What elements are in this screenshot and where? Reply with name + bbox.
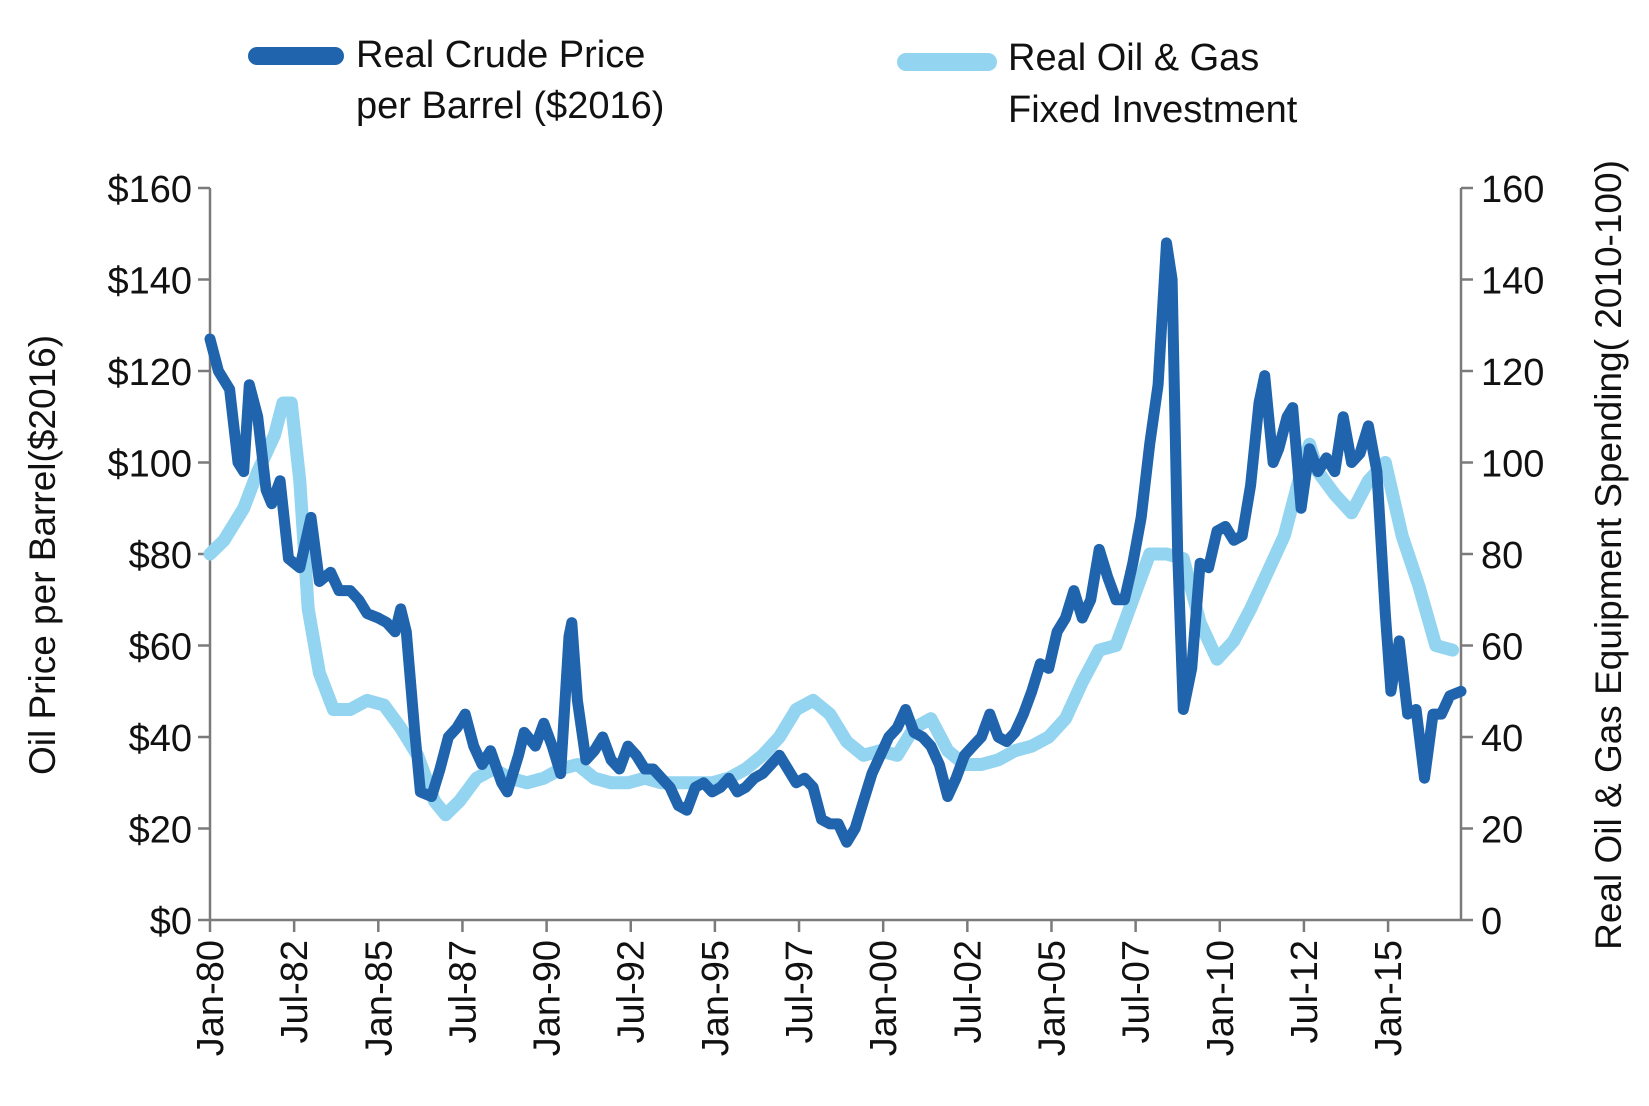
legend: Real Crude Price per Barrel ($2016) Real… [248, 34, 1298, 131]
x-axis: Jan-80 Jul-82 Jan-85 Jul-87 Jan-90 Jul-92 Jan-… [190, 918, 1461, 1056]
y-right-tick-label: 100 [1481, 444, 1544, 486]
x-tick-label: Jan-10 [1200, 940, 1242, 1056]
x-tick-label: Jul-07 [1116, 940, 1158, 1044]
x-tick-label: Jan-95 [695, 940, 737, 1056]
y-left-tick-label: $120 [107, 352, 192, 394]
y-axis-left: $0 $20 $40 $60 $80 $100 $120 $140 $160 [107, 169, 212, 943]
y-right-tick-label: 60 [1481, 627, 1523, 669]
y-left-tick-label: $20 [129, 810, 192, 852]
y-left-tick-label: $100 [107, 444, 192, 486]
y-right-tick-label: 140 [1481, 261, 1544, 303]
y-right-tick-label: 80 [1481, 535, 1523, 577]
y-right-tick-label: 20 [1481, 810, 1523, 852]
legend-label-fixed-investment-line1: Real Oil & Gas [1008, 37, 1259, 79]
x-tick-label: Jan-90 [527, 940, 569, 1056]
series-line-crude-price [204, 237, 1467, 848]
x-tick-label: Jan-15 [1368, 940, 1410, 1056]
x-tick-label: Jul-82 [274, 940, 316, 1044]
y-axis-right: 0 20 40 60 80 100 120 140 160 [1459, 169, 1544, 943]
x-tick-label: Jan-85 [358, 940, 400, 1056]
y-right-tick-label: 120 [1481, 352, 1544, 394]
x-tick-label: Jul-87 [442, 940, 484, 1044]
y-left-tick-label: $160 [107, 169, 192, 211]
legend-item-crude-price[interactable]: Real Crude Price per Barrel ($2016) [248, 34, 664, 127]
series-line-fixed-investment [203, 396, 1460, 822]
legend-label-fixed-investment-line2: Fixed Investment [1008, 89, 1298, 131]
x-tick-label: Jul-92 [611, 940, 653, 1044]
y-axis-left-title: Oil Price per Barrel($2016) [22, 335, 63, 775]
y-axis-right-title: Real Oil & Gas Equipment Spending( 2010-… [1588, 160, 1629, 950]
x-tick-label: Jan-05 [1031, 940, 1073, 1056]
x-tick-label: Jul-97 [779, 940, 821, 1044]
y-left-tick-label: $40 [129, 718, 192, 760]
y-left-tick-label: $140 [107, 261, 192, 303]
y-left-tick-label: $80 [129, 535, 192, 577]
legend-label-crude-price-line1: Real Crude Price [356, 34, 645, 76]
x-tick-label: Jul-02 [947, 940, 989, 1044]
y-right-tick-label: 0 [1481, 901, 1502, 943]
legend-label-crude-price-line2: per Barrel ($2016) [356, 85, 664, 127]
y-right-tick-label: 40 [1481, 718, 1523, 760]
y-right-tick-label: 160 [1481, 169, 1544, 211]
y-left-tick-label: $0 [150, 901, 192, 943]
x-tick-label: Jul-12 [1284, 940, 1326, 1044]
plot-area [203, 237, 1467, 848]
x-tick-label: Jan-00 [863, 940, 905, 1056]
y-left-tick-label: $60 [129, 627, 192, 669]
legend-item-fixed-investment[interactable]: Real Oil & Gas Fixed Investment [897, 37, 1298, 131]
x-tick-label: Jan-80 [190, 940, 232, 1056]
